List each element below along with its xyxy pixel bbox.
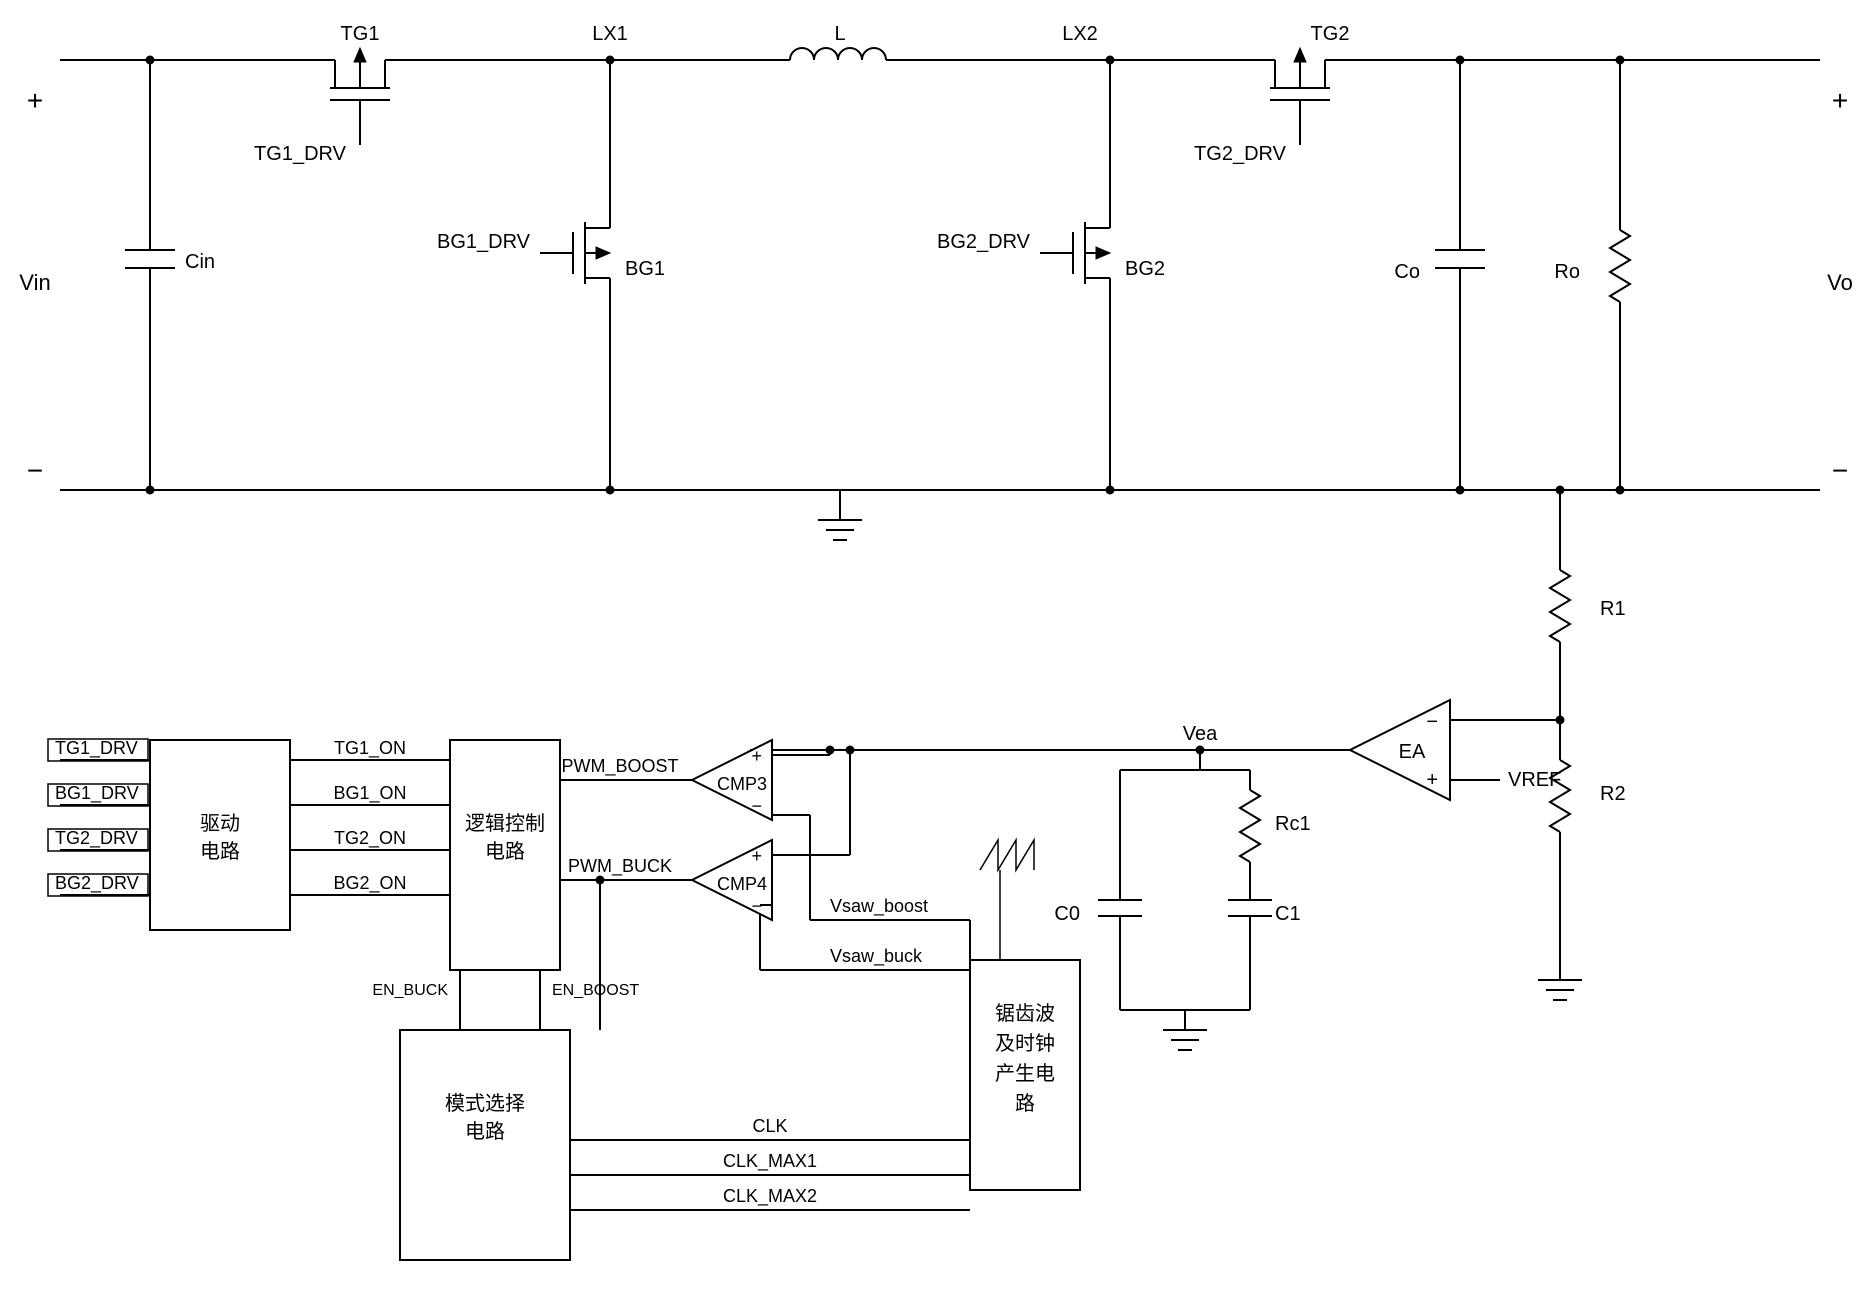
ea-label: EA	[1399, 741, 1426, 763]
bg1-drv-label: BG1_DRV	[437, 231, 531, 253]
co-label: Co	[1394, 261, 1420, 283]
vsaw-boost-label: Vsaw_boost	[830, 896, 928, 917]
vref-label: VREF	[1508, 769, 1561, 791]
ro-label: Ro	[1554, 261, 1580, 283]
pwm-buck-label: PWM_BUCK	[568, 856, 672, 877]
vo-label: Vo	[1827, 270, 1853, 295]
clk-label: CLK	[752, 1116, 787, 1136]
ground-mid	[818, 490, 862, 540]
tg1-pmos	[300, 45, 420, 145]
drv-out-bg2: BG2_DRV	[55, 873, 139, 894]
en-buck-label: EN_BUCK	[372, 982, 448, 999]
vin-plus: +	[27, 85, 43, 116]
circuit-diagram: + Vin − + Vo − Cin TG1 TG1_DRV	[0, 0, 1858, 1302]
vin-label: Vin	[19, 270, 50, 295]
lx2-label: LX2	[1062, 23, 1098, 45]
tg2-drv-label: TG2_DRV	[1194, 143, 1287, 165]
tg2-label: TG2	[1311, 23, 1350, 45]
vin-minus: −	[27, 455, 43, 486]
bg1-label: BG1	[625, 258, 665, 280]
bg2-label: BG2	[1125, 258, 1165, 280]
vsaw-buck-label: Vsaw_buck	[830, 946, 923, 967]
mode-block-l2: 电路	[465, 1120, 505, 1143]
bg2-on: BG2_ON	[333, 873, 406, 894]
pwm-boost-label: PWM_BOOST	[561, 756, 678, 777]
c1-label: C1	[1275, 903, 1301, 925]
saw-block-l1: 锯齿波	[995, 1002, 1055, 1025]
saw-block-l3: 产生电	[995, 1062, 1055, 1085]
svg-text:+: +	[1426, 769, 1438, 791]
c0-label: C0	[1054, 903, 1080, 925]
clk-max2-label: CLK_MAX2	[723, 1186, 817, 1207]
bg1-on: BG1_ON	[333, 783, 406, 804]
vea-label: Vea	[1183, 723, 1218, 745]
cmp3-label: CMP3	[717, 774, 767, 794]
vo-plus: +	[1832, 85, 1848, 116]
en-boost-label: EN_BOOST	[552, 982, 639, 999]
drv-out-tg1: TG1_DRV	[55, 738, 138, 759]
bg1-nmos	[540, 60, 618, 490]
lx1-label: LX1	[592, 23, 628, 45]
inductor-l	[790, 40, 900, 70]
mode-block-l1: 模式选择	[445, 1092, 525, 1115]
bg2-drv-label: BG2_DRV	[937, 231, 1031, 253]
cin-label: Cin	[185, 251, 215, 273]
tg1-label: TG1	[341, 23, 380, 45]
tg1-drv-label: TG1_DRV	[254, 143, 347, 165]
vo-minus: −	[1832, 455, 1848, 486]
saw-block-l2: 及时钟	[995, 1032, 1055, 1055]
svg-text:−: −	[751, 796, 762, 816]
r2-label: R2	[1600, 783, 1626, 805]
tg1-on: TG1_ON	[334, 738, 406, 759]
cmp4-label: CMP4	[717, 874, 767, 894]
drv-out-tg2: TG2_DRV	[55, 828, 138, 849]
rc1-label: Rc1	[1275, 813, 1311, 835]
clk-max1-label: CLK_MAX1	[723, 1151, 817, 1172]
svg-text:+: +	[751, 846, 762, 866]
drv-out-bg1: BG1_DRV	[55, 783, 139, 804]
svg-text:+: +	[751, 746, 762, 766]
r1-label: R1	[1600, 598, 1626, 620]
svg-text:−: −	[1426, 711, 1438, 733]
driver-block-l1: 驱动	[200, 812, 240, 835]
tg2-pmos	[1240, 45, 1360, 145]
tg2-on: TG2_ON	[334, 828, 406, 849]
logic-block-l1: 逻辑控制	[465, 812, 545, 835]
driver-block-l2: 电路	[200, 840, 240, 863]
saw-block-l4: 路	[1015, 1092, 1035, 1115]
logic-block-l2: 电路	[485, 840, 525, 863]
bg2-nmos	[1040, 60, 1118, 490]
